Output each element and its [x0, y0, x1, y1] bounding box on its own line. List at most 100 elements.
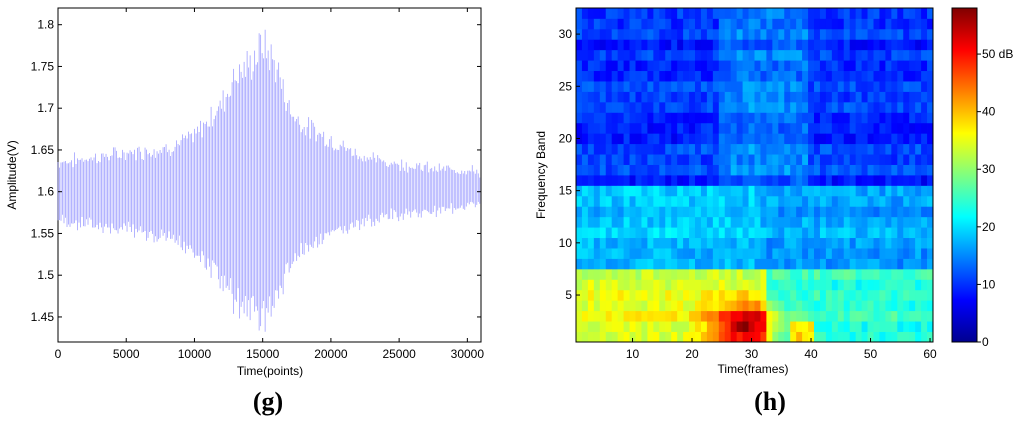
spectrogram-cell [825, 49, 833, 61]
spectrogram-cell [921, 258, 928, 270]
spectrogram-cell [915, 237, 922, 249]
spectrogram-cell [659, 300, 666, 312]
spectrogram-cell [581, 154, 589, 165]
spectrogram-cell [867, 185, 874, 197]
spectrogram-cell [927, 8, 934, 19]
spectrogram-cell [825, 216, 833, 228]
spectrogram-cell [581, 122, 589, 134]
spectrogram-cell [677, 195, 684, 207]
spectrogram-cell [814, 101, 821, 113]
spectrogram-cell [921, 185, 928, 197]
spectrogram-cell [641, 258, 648, 270]
spectrogram-cell [915, 289, 922, 301]
spectrogram-cell [653, 206, 660, 218]
spectrogram-cell [843, 112, 851, 124]
spectrogram-cell [683, 39, 690, 51]
spectrogram-cell [599, 268, 607, 280]
spectrogram-cell [760, 175, 767, 186]
spectrogram-cell [695, 268, 702, 280]
spectrogram-cell [885, 175, 892, 186]
spectrogram-cell [587, 300, 595, 312]
spectrogram-cell [748, 300, 755, 312]
spectrogram-cell [897, 331, 904, 343]
spectrogram-cell [825, 70, 833, 82]
spectrogram-cell [718, 185, 726, 197]
spectrogram-cell [814, 279, 821, 291]
spectrogram-cell [647, 206, 654, 218]
spectrogram-cell [659, 81, 666, 92]
spectrogram-cell [909, 122, 916, 134]
spectrogram-cell [718, 206, 726, 218]
spectrogram-cell [617, 101, 624, 113]
waveform-signal [57, 29, 481, 332]
spectrogram-cell [653, 227, 660, 239]
spectrogram-cell [867, 310, 874, 322]
spectrogram-cell [831, 112, 839, 124]
spectrogram-cell [730, 133, 738, 145]
spectrogram-cell [617, 237, 624, 249]
spectrogram-cell [867, 268, 874, 280]
spectrogram-cell [867, 39, 874, 51]
spectrogram-cell [593, 331, 601, 343]
spectrogram-cell [790, 279, 797, 291]
spectrogram-cell [659, 143, 666, 155]
spectrogram-cell [778, 49, 785, 61]
spectrogram-cell [683, 70, 690, 82]
spectrogram-cell [647, 18, 654, 30]
spectrogram-cell [915, 175, 922, 186]
spectrogram-cell [784, 289, 791, 301]
spectrogram-cell [927, 175, 934, 186]
spectrogram-cell [689, 164, 696, 176]
spectrogram-cell [778, 268, 785, 280]
spectrogram-cell [647, 185, 654, 197]
spectrogram-cell [849, 331, 857, 343]
spectrogram-cell [641, 164, 648, 176]
spectrogram-cell [766, 195, 773, 207]
spectrogram-cell [819, 49, 827, 61]
spectrogram-cell [712, 185, 720, 197]
spectrogram-cell [611, 70, 619, 82]
spectrogram-cell [629, 227, 636, 239]
spectrogram-cell [581, 206, 589, 218]
spectrogram-cell [867, 70, 874, 82]
spectrogram-cell [754, 60, 761, 72]
spectrogram-cell [897, 321, 904, 332]
spectrogram-cell [879, 143, 886, 155]
spectrogram-cell [587, 279, 595, 291]
spectrogram-cell [742, 185, 749, 197]
spectrogram-cell [766, 49, 773, 61]
spectrogram-cell [700, 91, 708, 103]
spectrogram-cell [623, 310, 630, 322]
spectrogram-cell [825, 60, 833, 72]
spectrogram-cell [635, 18, 642, 30]
spectrogram-cell [700, 39, 708, 51]
spectrogram-cell [706, 216, 714, 228]
spectrogram-cell [629, 18, 636, 30]
spectrogram-cell [587, 81, 595, 92]
spectrogram-cell [635, 70, 642, 82]
spectrogram-cell [921, 175, 928, 186]
spectrogram-cell [689, 175, 696, 186]
spectrogram-cell [849, 70, 857, 82]
spectrogram-cell [915, 8, 922, 19]
spectrogram-cell [724, 331, 732, 343]
spectrogram-cell [754, 143, 761, 155]
spectrogram-cell [891, 206, 898, 218]
spectrogram-cell [695, 300, 702, 312]
spectrogram-cell [879, 39, 886, 51]
spectrogram-cell [629, 248, 636, 259]
spectrogram-cell [861, 112, 868, 124]
spectrogram-cell [611, 300, 619, 312]
spectrogram-cell [659, 70, 666, 82]
spectrogram-y-tick-label: 20 [559, 131, 573, 145]
spectrogram-cell [879, 321, 886, 332]
spectrogram-cell [730, 112, 738, 124]
spectrogram-cell [885, 331, 892, 343]
spectrogram-cell [766, 18, 773, 30]
spectrogram-cell [718, 122, 726, 134]
colorbar-gradient [951, 7, 978, 343]
spectrogram-cell [879, 8, 886, 19]
spectrogram-cell [784, 237, 791, 249]
spectrogram-cell [891, 321, 898, 332]
spectrogram-cell [689, 216, 696, 228]
